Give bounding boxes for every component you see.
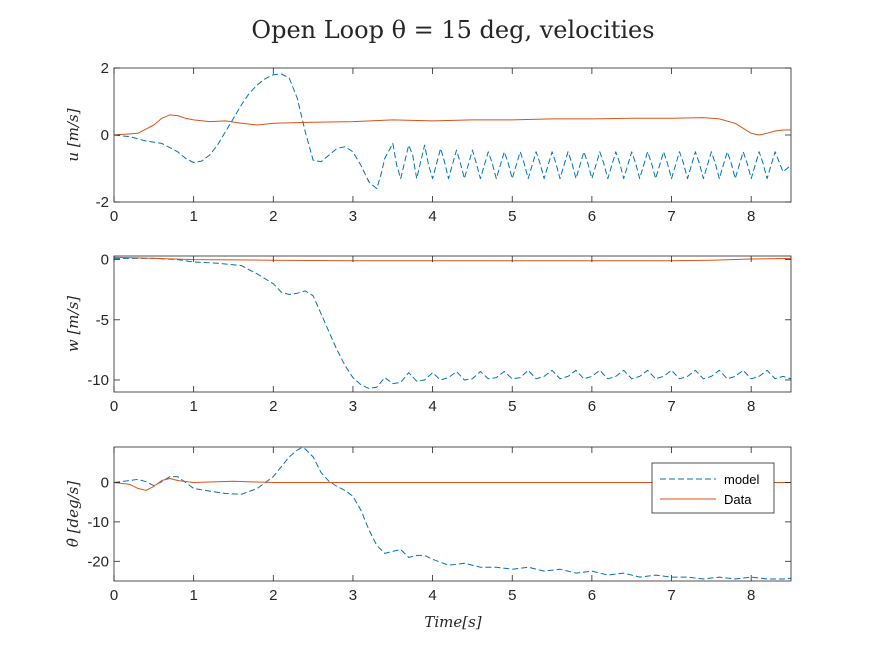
x-tick-label: 8 <box>747 398 755 415</box>
x-tick-label: 5 <box>508 587 516 604</box>
legend: model Data <box>651 462 775 514</box>
x-tick-label: 4 <box>428 587 436 604</box>
y-tick-label: 2 <box>101 60 109 77</box>
x-tick-label: 8 <box>747 208 755 225</box>
x-tick-label: 6 <box>588 398 596 415</box>
series-line-data <box>114 478 791 491</box>
x-tick-label: 5 <box>508 398 516 415</box>
subplot-3: 0 1 2 3 4 5 6 7 8 -20 -10 0 θ̇ [deg/s] <box>64 446 792 604</box>
x-tick-label: 7 <box>667 398 675 415</box>
y-axis-label: w [m/s] <box>64 296 82 352</box>
y-axis-label: u [m/s] <box>64 108 82 161</box>
x-tick-label: 3 <box>349 208 357 225</box>
x-tick-label: 7 <box>667 208 675 225</box>
series-line-data <box>114 114 791 136</box>
y-tick-label: -5 <box>96 312 109 329</box>
x-tick-label: 0 <box>110 398 118 415</box>
y-tick-label: -20 <box>87 553 109 570</box>
y-tick-label: -10 <box>87 372 109 389</box>
y-tick-label: -2 <box>96 194 109 211</box>
y-tick-label: -10 <box>87 514 109 531</box>
x-tick-label: 4 <box>428 398 436 415</box>
legend-box <box>651 462 775 514</box>
y-tick-label: 0 <box>101 252 109 269</box>
axes-box <box>113 446 792 582</box>
series-group <box>114 73 791 190</box>
x-tick-label: 0 <box>110 587 118 604</box>
x-tick-label: 2 <box>269 208 277 225</box>
x-tick-label: 1 <box>189 398 197 415</box>
x-tick-label: 8 <box>747 587 755 604</box>
series-line-model <box>114 73 791 190</box>
series-line-data <box>114 256 791 262</box>
y-axis-label: θ̇ [deg/s] <box>64 481 82 547</box>
legend-label-data: Data <box>724 492 752 507</box>
x-tick-label: 4 <box>428 208 436 225</box>
chart-title: Open Loop θ = 15 deg, velocities <box>251 16 654 44</box>
axes-box <box>113 255 792 393</box>
series-group <box>114 447 791 580</box>
series-group <box>114 256 791 389</box>
legend-label-model: model <box>724 472 760 487</box>
x-tick-label: 1 <box>189 587 197 604</box>
x-tick-label: 1 <box>189 208 197 225</box>
subplot-2: 0 1 2 3 4 5 6 7 8 -10 -5 0 w [m/s] <box>64 252 792 415</box>
x-tick-label: 3 <box>349 587 357 604</box>
y-tick-label: 0 <box>101 127 109 144</box>
x-tick-label: 2 <box>269 587 277 604</box>
x-tick-label: 6 <box>588 587 596 604</box>
x-tick-label: 7 <box>667 587 675 604</box>
series-line-model <box>114 447 791 580</box>
axes-box <box>113 67 792 203</box>
series-line-model <box>114 257 791 389</box>
x-tick-label: 6 <box>588 208 596 225</box>
x-tick-label: 0 <box>110 208 118 225</box>
x-tick-label: 2 <box>269 398 277 415</box>
y-tick-label: 0 <box>101 474 109 491</box>
x-tick-label: 5 <box>508 208 516 225</box>
x-axis-label: Time[s] <box>424 613 481 631</box>
x-tick-label: 3 <box>349 398 357 415</box>
